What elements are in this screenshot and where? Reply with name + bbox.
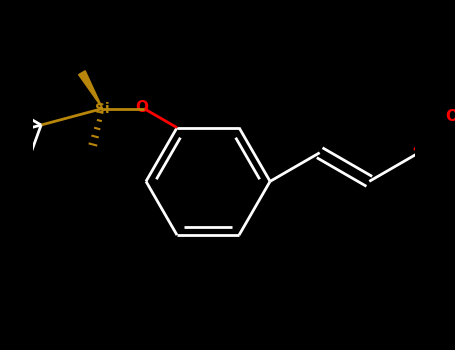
Text: O: O <box>135 100 148 115</box>
Polygon shape <box>79 71 102 108</box>
Text: Si: Si <box>95 102 110 116</box>
Text: O: O <box>445 110 455 124</box>
